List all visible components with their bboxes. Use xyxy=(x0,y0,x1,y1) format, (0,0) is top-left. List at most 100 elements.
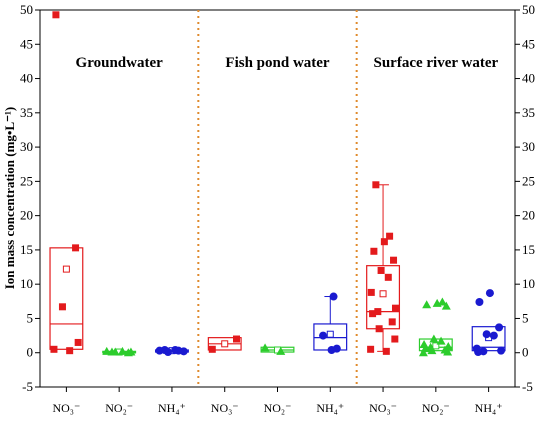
x-tick-label: NH₄⁺ xyxy=(316,401,344,415)
data-point-circle xyxy=(485,289,494,298)
data-point-square xyxy=(375,325,383,333)
data-point-square xyxy=(374,308,382,316)
x-tick-label: NH₄⁺ xyxy=(475,401,503,415)
data-point-square xyxy=(52,11,60,19)
y-tick-label-right: 15 xyxy=(522,242,535,257)
data-point-square xyxy=(367,345,375,353)
data-point-circle xyxy=(482,330,491,339)
y-tick-label-left: 10 xyxy=(20,276,33,291)
y-tick-label-left: 50 xyxy=(20,2,33,17)
data-point-triangle xyxy=(276,346,286,355)
y-axis-label: Ion mass concentration (mg•L⁻¹) xyxy=(2,107,17,290)
data-point-square xyxy=(74,338,82,346)
data-point-square xyxy=(391,304,399,312)
mean-marker xyxy=(432,342,440,350)
box xyxy=(366,265,401,330)
data-point-triangle xyxy=(436,336,446,345)
data-point-triangle xyxy=(437,297,447,306)
y-tick-label-right: 40 xyxy=(522,71,535,86)
data-point-triangle xyxy=(427,346,437,355)
x-tick-label: NO₂⁻ xyxy=(264,401,292,415)
data-point-triangle xyxy=(429,334,439,343)
y-tick-label-right: 50 xyxy=(522,2,535,17)
mean-marker xyxy=(221,340,229,348)
y-tick-label-right: -5 xyxy=(522,379,533,394)
data-point-triangle xyxy=(117,346,127,355)
mean-marker xyxy=(326,330,334,338)
data-point-triangle xyxy=(126,347,136,356)
data-point-triangle xyxy=(441,301,451,310)
data-point-square xyxy=(233,335,241,343)
data-point-triangle xyxy=(443,347,453,356)
data-point-square xyxy=(369,310,377,318)
data-point-square xyxy=(384,273,392,281)
group-label: Groundwater xyxy=(76,55,164,71)
data-point-square xyxy=(50,345,58,353)
data-point-square xyxy=(391,335,399,343)
group-label: Fish pond water xyxy=(225,55,330,71)
data-point-square xyxy=(372,181,380,189)
y-tick-label-right: 20 xyxy=(522,208,535,223)
y-tick-label-right: 45 xyxy=(522,36,535,51)
data-point-square xyxy=(386,232,394,240)
y-tick-label-left: 15 xyxy=(20,242,33,257)
data-point-circle xyxy=(475,298,484,307)
data-point-circle xyxy=(474,348,483,357)
y-tick-label-right: 5 xyxy=(522,310,529,325)
data-point-square xyxy=(72,244,80,252)
data-point-circle xyxy=(327,345,336,354)
points-layer xyxy=(50,11,506,357)
box xyxy=(471,326,506,352)
text-layer: -5 -5 0 0 5 5 10 10 15 15 20 20 25 25 30 30 35 35 40 40 45 45… xyxy=(20,2,535,415)
data-point-square xyxy=(377,266,385,274)
x-tick-label: NO₃⁻ xyxy=(52,401,80,415)
data-point-square xyxy=(390,256,398,264)
y-tick-label-right: 10 xyxy=(522,276,535,291)
x-tick-label: NO₂⁻ xyxy=(422,401,450,415)
y-tick-label-left: 5 xyxy=(27,310,34,325)
y-tick-label-left: 20 xyxy=(20,208,33,223)
data-point-square xyxy=(382,347,390,355)
group-label: Surface river water xyxy=(373,55,498,71)
data-point-square xyxy=(380,238,388,246)
x-tick-label: NH₄⁺ xyxy=(158,401,186,415)
data-point-circle xyxy=(160,345,169,354)
data-point-triangle xyxy=(422,300,432,309)
y-tick-label-right: 25 xyxy=(522,173,535,188)
y-tick-label-left: 35 xyxy=(20,105,33,120)
boxes-layer xyxy=(49,184,506,356)
data-point-circle xyxy=(489,331,498,340)
data-point-square xyxy=(66,347,74,355)
data-point-circle xyxy=(497,346,506,355)
data-point-triangle xyxy=(432,298,442,307)
box xyxy=(49,247,84,350)
data-point-square xyxy=(388,318,396,326)
data-point-circle xyxy=(174,346,183,355)
y-tick-label-right: 30 xyxy=(522,139,535,154)
x-tick-label: NO₂⁻ xyxy=(105,401,133,415)
data-point-square xyxy=(208,345,216,353)
axes-layer xyxy=(35,9,520,392)
data-point-square xyxy=(58,303,66,311)
data-point-circle xyxy=(319,331,328,340)
data-point-square xyxy=(367,288,375,296)
y-tick-label-right: 35 xyxy=(522,105,535,120)
x-tick-label: NO₃⁻ xyxy=(211,401,239,415)
mean-marker xyxy=(62,265,70,273)
x-tick-label: NO₃⁻ xyxy=(369,401,397,415)
data-point-triangle xyxy=(418,348,428,357)
data-point-triangle xyxy=(107,347,117,356)
data-point-circle xyxy=(329,292,338,301)
y-tick-label-right: 0 xyxy=(522,345,529,360)
y-tick-label-left: 30 xyxy=(20,139,33,154)
y-tick-label-left: 0 xyxy=(27,345,34,360)
y-tick-label-left: 45 xyxy=(20,36,33,51)
data-point-circle xyxy=(495,323,504,332)
data-point-triangle xyxy=(260,343,270,352)
mean-marker xyxy=(379,290,387,298)
data-point-square xyxy=(370,247,378,255)
y-tick-label-left: -5 xyxy=(22,379,33,394)
y-tick-label-left: 40 xyxy=(20,71,33,86)
y-tick-label-left: 25 xyxy=(20,173,33,188)
